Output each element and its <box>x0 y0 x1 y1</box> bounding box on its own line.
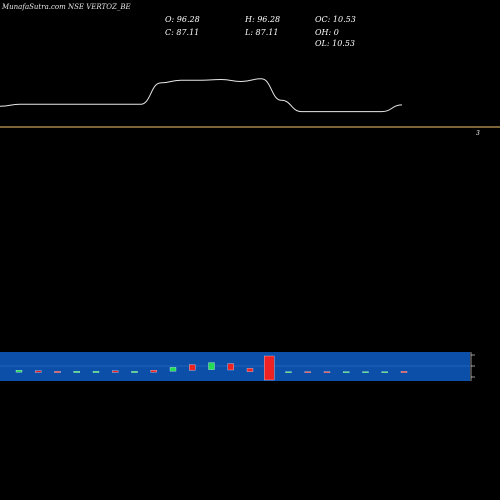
open-high-diff: OH: 0 <box>315 28 339 37</box>
volume-bar <box>400 371 408 373</box>
volume-bar <box>15 370 23 373</box>
volume-bar <box>131 371 138 373</box>
volume-bar <box>227 363 234 371</box>
chart-title: MunafaSutra.com NSE VERTOZ_BE <box>1 3 131 11</box>
volume-bar <box>169 367 177 372</box>
volume-bar <box>92 371 100 373</box>
volume-bar <box>35 370 42 373</box>
volume-bar <box>73 371 80 373</box>
close-value: C: 87.11 <box>165 28 199 37</box>
volume-bar <box>323 371 331 373</box>
price-line-series <box>0 78 403 113</box>
volume-bar <box>362 371 369 373</box>
volume-bar <box>150 370 157 373</box>
volume-bar <box>54 371 61 373</box>
volume-bar <box>112 370 119 373</box>
volume-bar <box>381 371 388 373</box>
price-axis-tick: 3 <box>476 130 480 137</box>
volume-bar <box>208 362 215 370</box>
volume-panel <box>0 352 470 381</box>
volume-axis <box>470 352 475 381</box>
high-value: H: 96.28 <box>244 15 280 24</box>
low-value: L: 87.11 <box>244 28 278 37</box>
volume-bar <box>285 371 292 373</box>
volume-bar <box>189 364 196 371</box>
open-value: O: 96.28 <box>165 15 200 24</box>
volume-bars <box>15 355 408 381</box>
open-close-diff: OC: 10.53 <box>315 15 356 24</box>
volume-bar <box>246 368 254 372</box>
volume-bar <box>304 371 311 373</box>
volume-bar <box>264 355 275 381</box>
volume-bar <box>343 371 350 373</box>
open-low-diff: OL: 10.53 <box>315 39 355 48</box>
